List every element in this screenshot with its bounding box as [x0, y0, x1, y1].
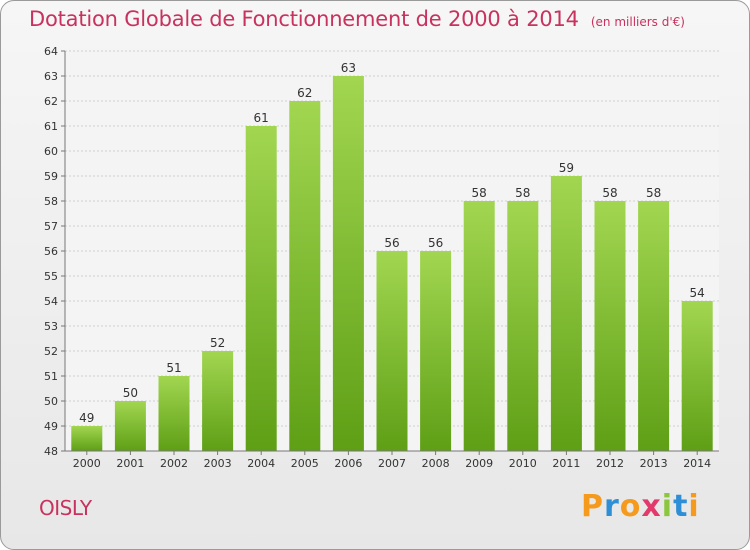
- bar-2010: [507, 201, 539, 451]
- y-tick-label: 52: [44, 345, 58, 358]
- y-tick-label: 51: [44, 370, 58, 383]
- x-tick-label: 2014: [683, 457, 711, 470]
- y-tick-label: 57: [44, 220, 58, 233]
- data-label-2007: 56: [384, 236, 399, 250]
- data-label-2003: 52: [210, 336, 225, 350]
- bar-2011: [550, 176, 582, 451]
- x-tick-label: 2004: [247, 457, 275, 470]
- chart-title-text: Dotation Globale de Fonctionnement de 20…: [29, 7, 579, 31]
- x-tick-label: 2001: [116, 457, 144, 470]
- x-tick-label: 2013: [640, 457, 668, 470]
- bar-2008: [420, 251, 452, 451]
- x-tick-label: 2007: [378, 457, 406, 470]
- bar-2013: [638, 201, 670, 451]
- bar-2001: [114, 401, 146, 451]
- logo-letter: x: [641, 489, 662, 524]
- bar-2012: [594, 201, 626, 451]
- data-label-2013: 58: [646, 186, 661, 200]
- bar-chart: 48 49 50 51 52 53 54 55 56 57 58 59 60 61 62 63 64 2000 20…: [44, 45, 719, 470]
- x-tick-label: 2008: [422, 457, 450, 470]
- y-tick-label: 58: [44, 195, 58, 208]
- town-name: OISLY: [39, 496, 92, 520]
- logo-letter: P: [581, 489, 604, 524]
- x-tick-label: 2006: [334, 457, 362, 470]
- x-tick-label: 2009: [465, 457, 493, 470]
- data-label-2005: 62: [297, 86, 312, 100]
- y-tick-label: 64: [44, 45, 58, 58]
- y-tick-label: 61: [44, 120, 58, 133]
- y-tick-label: 59: [44, 170, 58, 183]
- data-label-2012: 58: [602, 186, 617, 200]
- y-tick-label: 50: [44, 395, 58, 408]
- x-tick-label: 2003: [204, 457, 232, 470]
- y-tick-label: 60: [44, 145, 58, 158]
- data-label-2008: 56: [428, 236, 443, 250]
- data-label-2000: 49: [79, 411, 94, 425]
- logo-letter: i: [661, 489, 674, 524]
- y-tick-label: 55: [44, 270, 58, 283]
- x-tick-label: 2010: [509, 457, 537, 470]
- data-label-2014: 54: [690, 286, 705, 300]
- proxiti-logo: Proxiti: [581, 489, 700, 524]
- logo-letter: t: [673, 489, 689, 524]
- y-tick-label: 56: [44, 245, 58, 258]
- chart-title: Dotation Globale de Fonctionnement de 20…: [29, 7, 685, 31]
- logo-letter: o: [619, 489, 642, 524]
- bar-2005: [289, 101, 321, 451]
- chart-unit-label: (en milliers d'€): [590, 15, 685, 29]
- data-label-2002: 51: [166, 361, 181, 375]
- y-tick-label: 63: [44, 70, 58, 83]
- data-label-2010: 58: [515, 186, 530, 200]
- x-tick-label: 2011: [552, 457, 580, 470]
- y-tick-label: 62: [44, 95, 58, 108]
- y-tick-label: 54: [44, 295, 58, 308]
- bar-2009: [463, 201, 495, 451]
- data-label-2001: 50: [123, 386, 138, 400]
- x-tick-label: 2002: [160, 457, 188, 470]
- bar-2000: [71, 426, 103, 451]
- x-tick-label: 2012: [596, 457, 624, 470]
- x-tick-label: 2005: [291, 457, 319, 470]
- x-tick-label: 2000: [73, 457, 101, 470]
- bar-2007: [376, 251, 408, 451]
- bar-2004: [245, 126, 277, 451]
- bar-2006: [332, 76, 364, 451]
- data-label-2011: 59: [559, 161, 574, 175]
- bar-2014: [681, 301, 713, 451]
- data-label-2004: 61: [254, 111, 269, 125]
- y-tick-label: 48: [44, 445, 58, 458]
- data-label-2006: 63: [341, 61, 356, 75]
- y-tick-label: 53: [44, 320, 58, 333]
- data-label-2009: 58: [472, 186, 487, 200]
- bar-2002: [158, 376, 190, 451]
- logo-letter: i: [688, 489, 700, 524]
- logo-letter: r: [604, 489, 620, 524]
- bar-2003: [202, 351, 234, 451]
- y-tick-label: 49: [44, 420, 58, 433]
